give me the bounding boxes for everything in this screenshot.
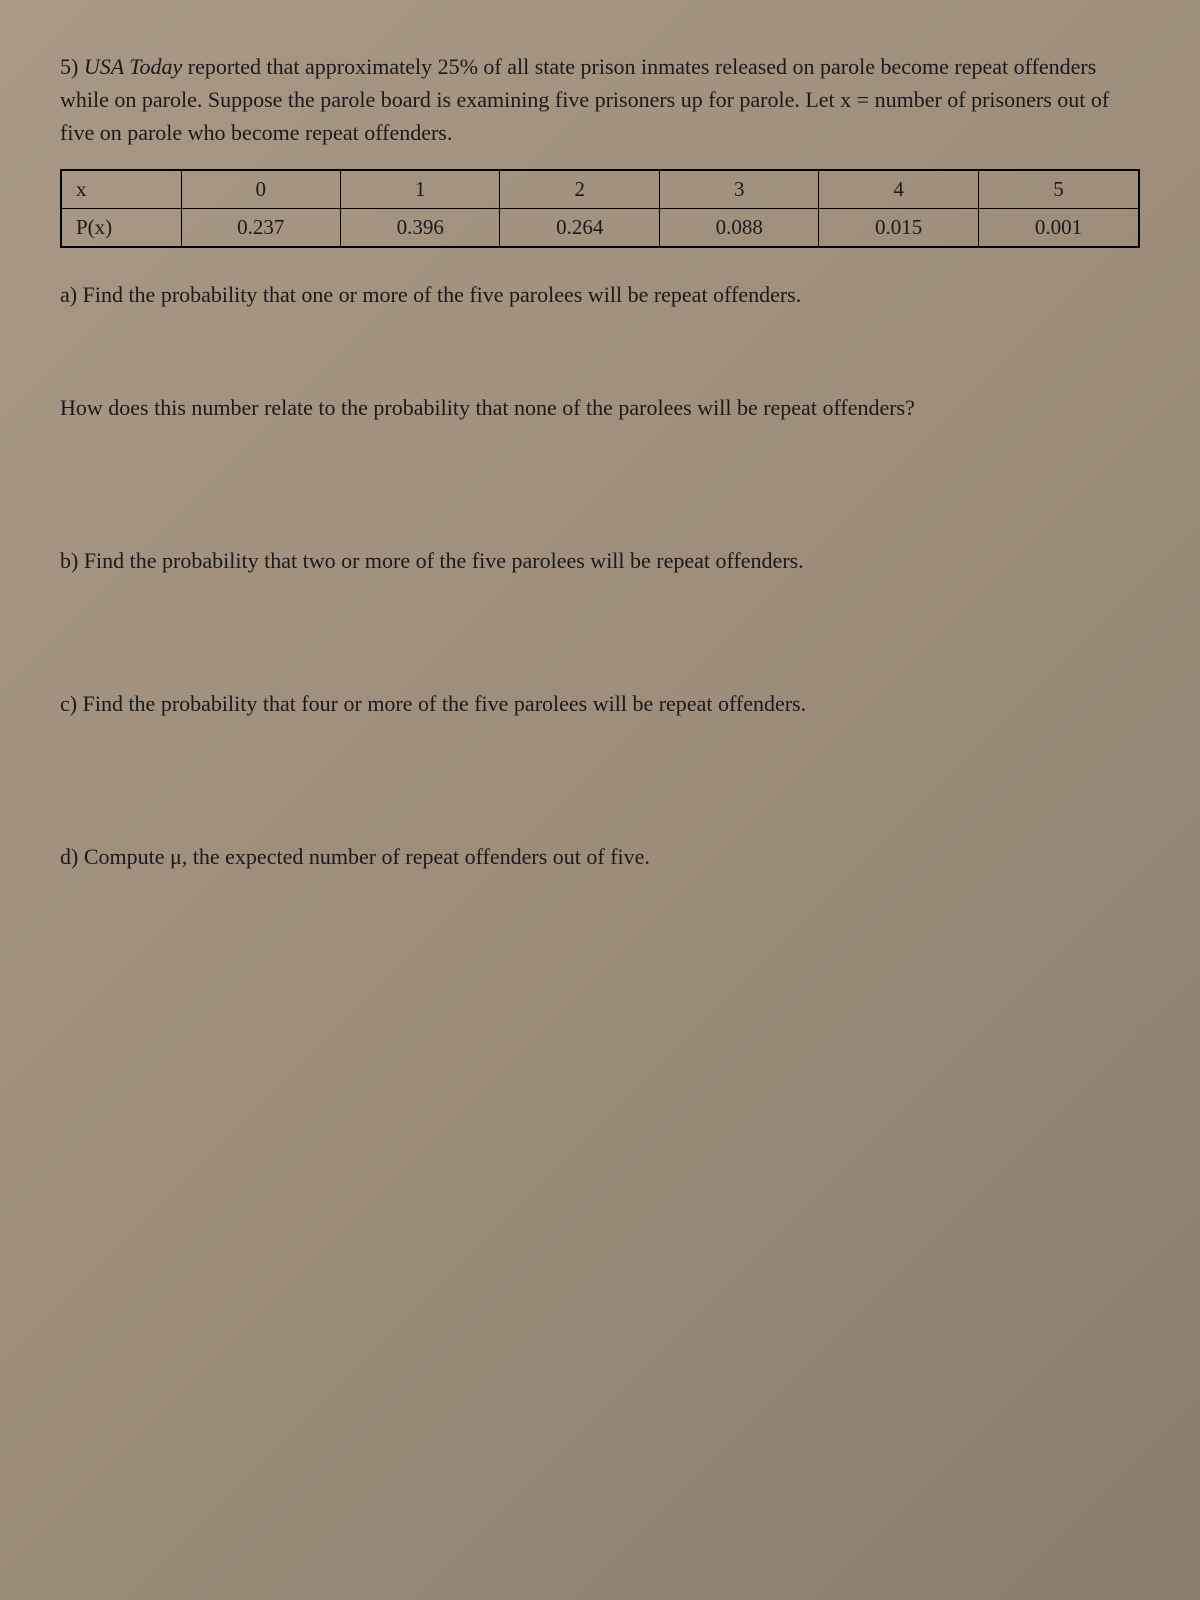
p-val: 0.001 (978, 209, 1139, 248)
question-d: d) Compute μ, the expected number of rep… (60, 840, 1140, 873)
p-val: 0.015 (819, 209, 978, 248)
table-row-px: P(x) 0.237 0.396 0.264 0.088 0.015 0.001 (61, 209, 1139, 248)
probability-table: x 0 1 2 3 4 5 P(x) 0.237 0.396 0.264 0.0… (60, 169, 1140, 248)
p-val: 0.088 (659, 209, 818, 248)
problem-number: 5) (60, 54, 78, 79)
p-val: 0.264 (500, 209, 659, 248)
table-row-x: x 0 1 2 3 4 5 (61, 170, 1139, 209)
question-a-sub: How does this number relate to the proba… (60, 391, 1140, 424)
x-val: 0 (181, 170, 340, 209)
row-label-px: P(x) (61, 209, 181, 248)
intro-text: reported that approximately 25% of all s… (60, 54, 1109, 145)
p-val: 0.396 (340, 209, 499, 248)
question-b: b) Find the probability that two or more… (60, 544, 1140, 577)
row-label-x: x (61, 170, 181, 209)
problem-intro: 5) USA Today reported that approximately… (60, 50, 1140, 149)
p-val: 0.237 (181, 209, 340, 248)
x-val: 1 (340, 170, 499, 209)
source-name: USA Today (84, 54, 182, 79)
worksheet-page: 5) USA Today reported that approximately… (60, 50, 1140, 873)
x-val: 5 (978, 170, 1139, 209)
question-c: c) Find the probability that four or mor… (60, 687, 1140, 720)
x-val: 4 (819, 170, 978, 209)
x-val: 2 (500, 170, 659, 209)
x-val: 3 (659, 170, 818, 209)
question-a: a) Find the probability that one or more… (60, 278, 1140, 311)
